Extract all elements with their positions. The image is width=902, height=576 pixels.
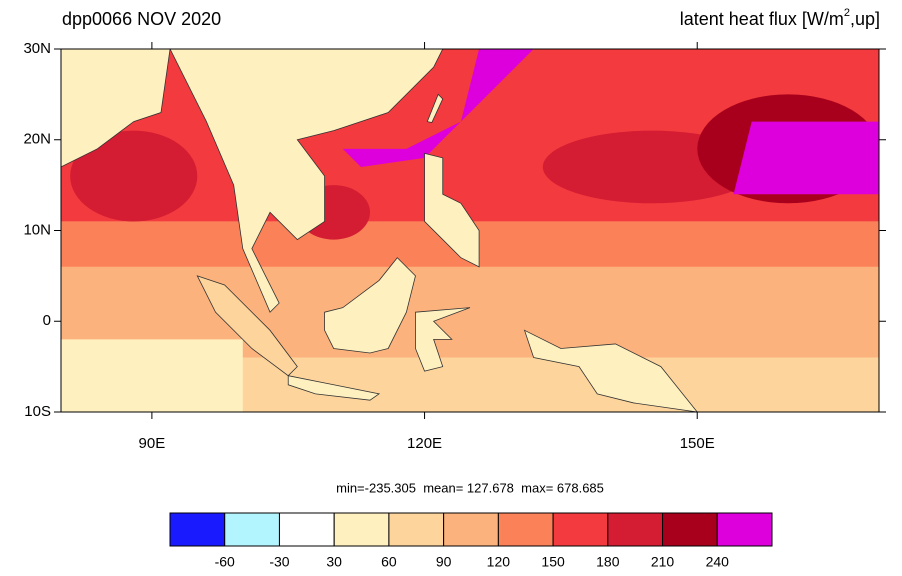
colorbar-box <box>278 512 335 547</box>
field-southwest <box>61 339 243 412</box>
field-bengal <box>70 130 198 222</box>
lon-label: 90E <box>139 435 166 452</box>
land-java <box>287 375 381 401</box>
land-new-guinea <box>523 329 698 412</box>
title-text: latent heat flux [W/m <box>680 9 844 29</box>
colorbar-label: 180 <box>596 554 620 570</box>
title-left: dpp0066 NOV 2020 <box>62 9 221 29</box>
title-sup: 2 <box>844 7 850 19</box>
colorbar-box <box>388 512 445 547</box>
colorbar-box <box>607 512 664 547</box>
colorbar-box <box>333 512 390 547</box>
colorbar-box <box>662 512 718 547</box>
title-right: latent heat flux [W/m2,up] <box>680 7 880 29</box>
land-sulawesi <box>415 307 471 372</box>
colorbar-box <box>716 512 773 547</box>
field-max-east <box>733 121 879 195</box>
lat-label: 0 <box>43 312 51 329</box>
lat-label: 20N <box>23 131 51 148</box>
field-max-north <box>342 49 534 167</box>
land-india <box>61 49 171 168</box>
lat-label: 10N <box>23 221 51 238</box>
land-philippines <box>424 152 480 268</box>
colorbar-box <box>552 512 609 547</box>
title-tail: ,up] <box>850 9 880 29</box>
colorbar-box <box>443 512 499 547</box>
land-borneo <box>324 257 416 354</box>
lon-label: 150E <box>680 435 715 452</box>
colorbar-label: 240 <box>706 554 730 570</box>
land-sumatra <box>196 275 298 377</box>
lat-label: 10S <box>24 403 51 420</box>
field <box>61 49 879 412</box>
colorbar-label: 30 <box>326 554 342 570</box>
colorbar-box <box>497 512 554 547</box>
land-taiwan <box>426 93 444 123</box>
colorbar-box <box>224 512 280 547</box>
lon-label: 120E <box>407 435 442 452</box>
colorbar-label: -30 <box>269 554 289 570</box>
lat-label: 30N <box>23 40 51 57</box>
colorbar-label: -60 <box>215 554 235 570</box>
stats: min=-235.305 mean= 127.678 max= 678.685 <box>336 480 604 495</box>
colorbar-label: 90 <box>436 554 452 570</box>
colorbar-label: 120 <box>487 554 511 570</box>
colorbar-label: 150 <box>541 554 565 570</box>
colorbar-label: 60 <box>381 554 397 570</box>
land-asia <box>61 49 444 313</box>
colorbar-label: 210 <box>651 554 675 570</box>
colorbar-box <box>169 512 226 547</box>
